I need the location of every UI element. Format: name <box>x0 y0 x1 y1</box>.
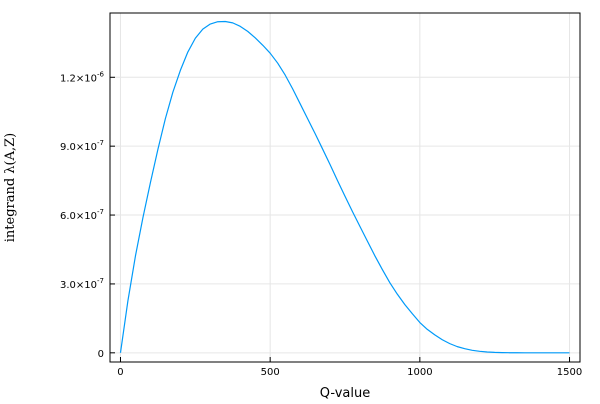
y-tick-mantissa: 0 <box>98 349 104 360</box>
grid-lines <box>110 13 580 362</box>
x-axis-title: Q-value <box>320 386 370 400</box>
y-tick-mantissa: 3.0×10 <box>60 280 97 291</box>
x-tick-label: 1000 <box>407 367 432 378</box>
y-tick-label: 9.0×10-7 <box>60 139 104 153</box>
y-axis-title: integrand λ(A,Z) <box>3 133 18 243</box>
y-tick-mantissa: 9.0×10 <box>60 142 97 153</box>
y-tick-label: 0 <box>98 349 104 360</box>
x-tick-label: 1500 <box>557 367 582 378</box>
y-tick-exponent: -7 <box>97 277 104 285</box>
y-tick-label: 3.0×10-7 <box>60 277 104 291</box>
y-tick-exponent: -7 <box>97 208 104 216</box>
x-tick-label: 500 <box>261 367 280 378</box>
y-tick-mantissa: 6.0×10 <box>60 211 97 222</box>
series-line-0 <box>119 20 570 354</box>
plot-frame <box>109 12 581 363</box>
series-layer <box>119 20 570 354</box>
y-axis-ticks: 03.0×10-76.0×10-79.0×10-71.2×10-6 <box>60 70 115 360</box>
y-tick-label: 6.0×10-7 <box>60 208 104 222</box>
x-axis-ticks: 0 500 1000 1500 <box>117 357 582 378</box>
y-tick-exponent: -7 <box>97 139 104 147</box>
y-tick-exponent: -6 <box>97 70 105 78</box>
y-tick-label: 1.2×10-6 <box>60 70 105 84</box>
x-tick-label: 0 <box>117 367 123 378</box>
y-tick-mantissa: 1.2×10 <box>60 73 97 84</box>
